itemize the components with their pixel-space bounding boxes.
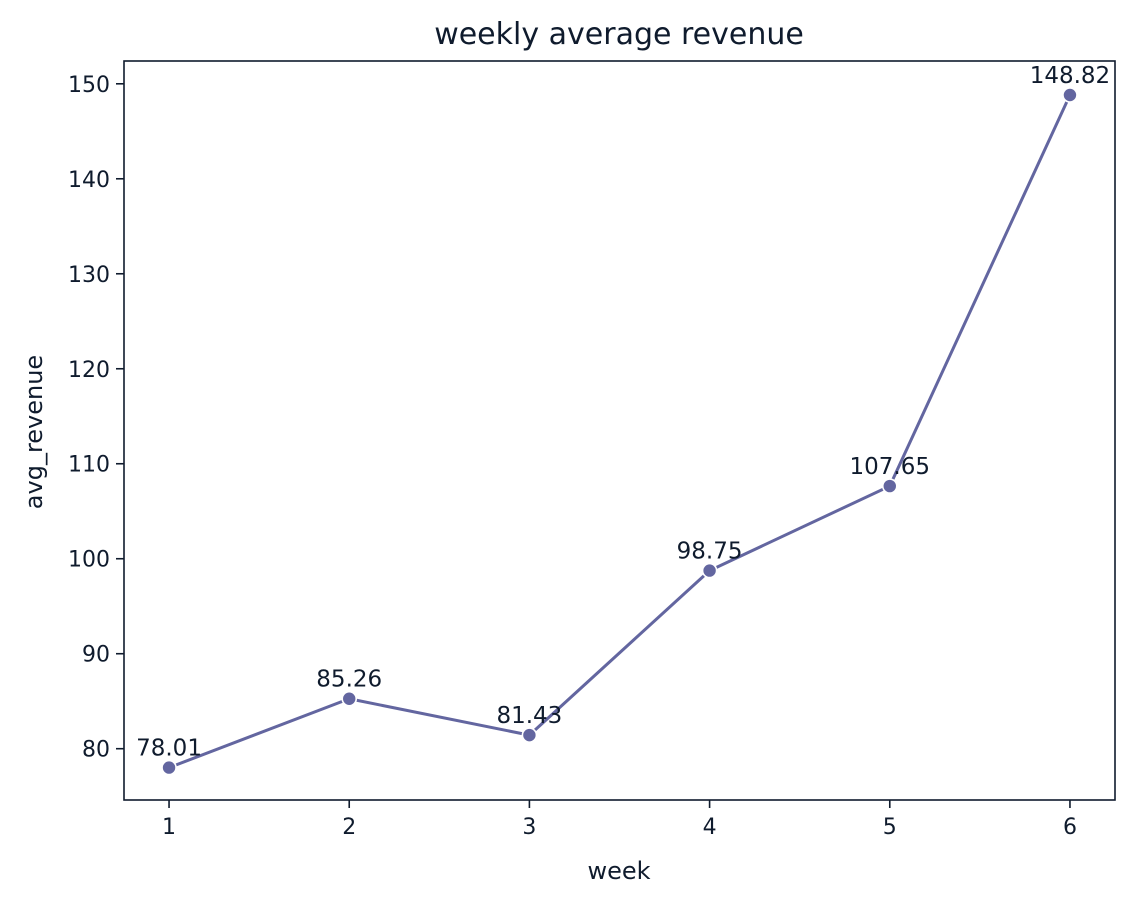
data-point xyxy=(341,690,358,707)
series-layer xyxy=(161,87,1078,776)
data-point xyxy=(701,562,718,579)
data-label: 78.01 xyxy=(136,736,202,762)
y-tick-label: 150 xyxy=(68,73,110,98)
y-tick-label: 100 xyxy=(68,548,110,573)
data-label: 81.43 xyxy=(496,703,562,729)
y-axis-label: avg_revenue xyxy=(20,355,48,509)
y-tick-label: 130 xyxy=(68,263,110,288)
x-tick-label: 4 xyxy=(703,815,717,840)
data-point xyxy=(1062,87,1078,103)
series-line xyxy=(167,93,1072,770)
y-axis: 80 90 100 110 120 130 140 150 xyxy=(68,73,124,763)
plot-area-frame xyxy=(123,60,1116,801)
data-point xyxy=(881,478,898,494)
x-tick-label: 3 xyxy=(522,815,536,840)
y-tick-label: 80 xyxy=(82,738,110,763)
x-tick-label: 6 xyxy=(1063,815,1077,840)
x-tick-label: 1 xyxy=(162,815,176,840)
x-tick-label: 5 xyxy=(883,815,897,840)
x-axis-label: week xyxy=(587,857,650,885)
x-tick-label: 2 xyxy=(342,815,356,840)
data-label: 85.26 xyxy=(316,667,382,693)
data-point xyxy=(161,759,177,776)
chart-title: weekly average revenue xyxy=(434,17,804,52)
x-axis: 1 2 3 4 5 6 xyxy=(162,800,1077,840)
data-label: 107.65 xyxy=(850,454,930,480)
y-tick-label: 90 xyxy=(82,643,110,668)
y-tick-label: 120 xyxy=(68,358,110,383)
data-label: 98.75 xyxy=(677,539,743,565)
data-point xyxy=(521,727,538,743)
y-tick-label: 140 xyxy=(68,168,110,193)
data-label: 148.82 xyxy=(1030,63,1110,89)
y-tick-label: 110 xyxy=(68,453,110,478)
data-label-layer: 78.01 85.26 81.43 98.75 107.65 148.82 xyxy=(136,63,1110,762)
